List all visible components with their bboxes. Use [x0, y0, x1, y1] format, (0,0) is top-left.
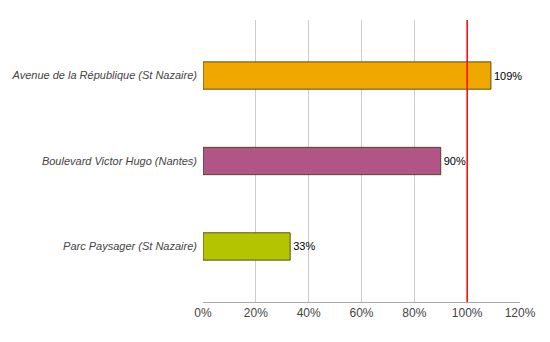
- svg-text:Avenue de la République (St Na: Avenue de la République (St Nazaire): [12, 69, 198, 81]
- svg-text:60%: 60%: [349, 306, 373, 320]
- svg-text:100%: 100%: [452, 306, 483, 320]
- svg-text:33%: 33%: [293, 240, 315, 252]
- svg-text:109%: 109%: [494, 70, 522, 82]
- svg-text:Parc Paysager (St Nazaire): Parc Paysager (St Nazaire): [63, 240, 197, 252]
- svg-text:40%: 40%: [297, 306, 321, 320]
- svg-text:0%: 0%: [194, 306, 212, 320]
- svg-text:Boulevard Victor Hugo (Nantes): Boulevard Victor Hugo (Nantes): [42, 155, 197, 167]
- svg-text:120%: 120%: [505, 306, 536, 320]
- svg-text:20%: 20%: [244, 306, 268, 320]
- svg-text:90%: 90%: [444, 155, 466, 167]
- svg-text:80%: 80%: [402, 306, 426, 320]
